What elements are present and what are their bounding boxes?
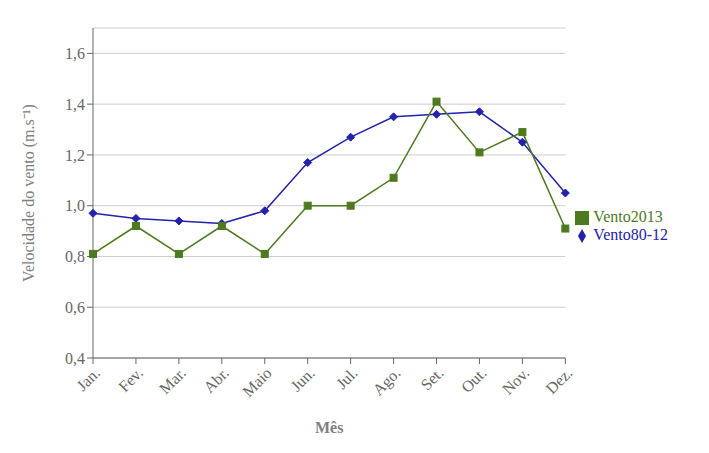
svg-text:Ago.: Ago.: [369, 364, 404, 399]
html-text:Vento2013: Vento2013: [593, 207, 663, 225]
svg-text:Jun.: Jun.: [287, 364, 318, 395]
svg-text:Mês: Mês: [315, 419, 343, 436]
svg-text:Jan.: Jan.: [73, 364, 103, 394]
svg-text:Maio: Maio: [239, 364, 275, 400]
svg-text:1,2: 1,2: [65, 147, 85, 164]
svg-text:Mar.: Mar.: [156, 364, 189, 397]
svg-text:Fev.: Fev.: [115, 364, 146, 395]
svg-text:1,4: 1,4: [65, 96, 85, 113]
svg-text:Jul.: Jul.: [333, 364, 361, 392]
svg-text:Nov.: Nov.: [499, 364, 533, 398]
html-text:Vento80-12: Vento80-12: [593, 225, 668, 243]
svg-text:0,8: 0,8: [65, 248, 85, 265]
svg-text:Velocidade do vento (m.s⁻¹): Velocidade do vento (m.s⁻¹): [20, 104, 38, 282]
svg-text:Dez.: Dez.: [542, 364, 575, 397]
svg-text:0,4: 0,4: [65, 350, 85, 367]
svg-text:Abr.: Abr.: [200, 364, 232, 396]
svg-text:Set.: Set.: [417, 364, 446, 393]
svg-text:1,0: 1,0: [65, 197, 85, 214]
svg-text:1,6: 1,6: [65, 45, 85, 62]
svg-text:0,6: 0,6: [65, 299, 85, 316]
svg-text:Out.: Out.: [458, 364, 490, 396]
